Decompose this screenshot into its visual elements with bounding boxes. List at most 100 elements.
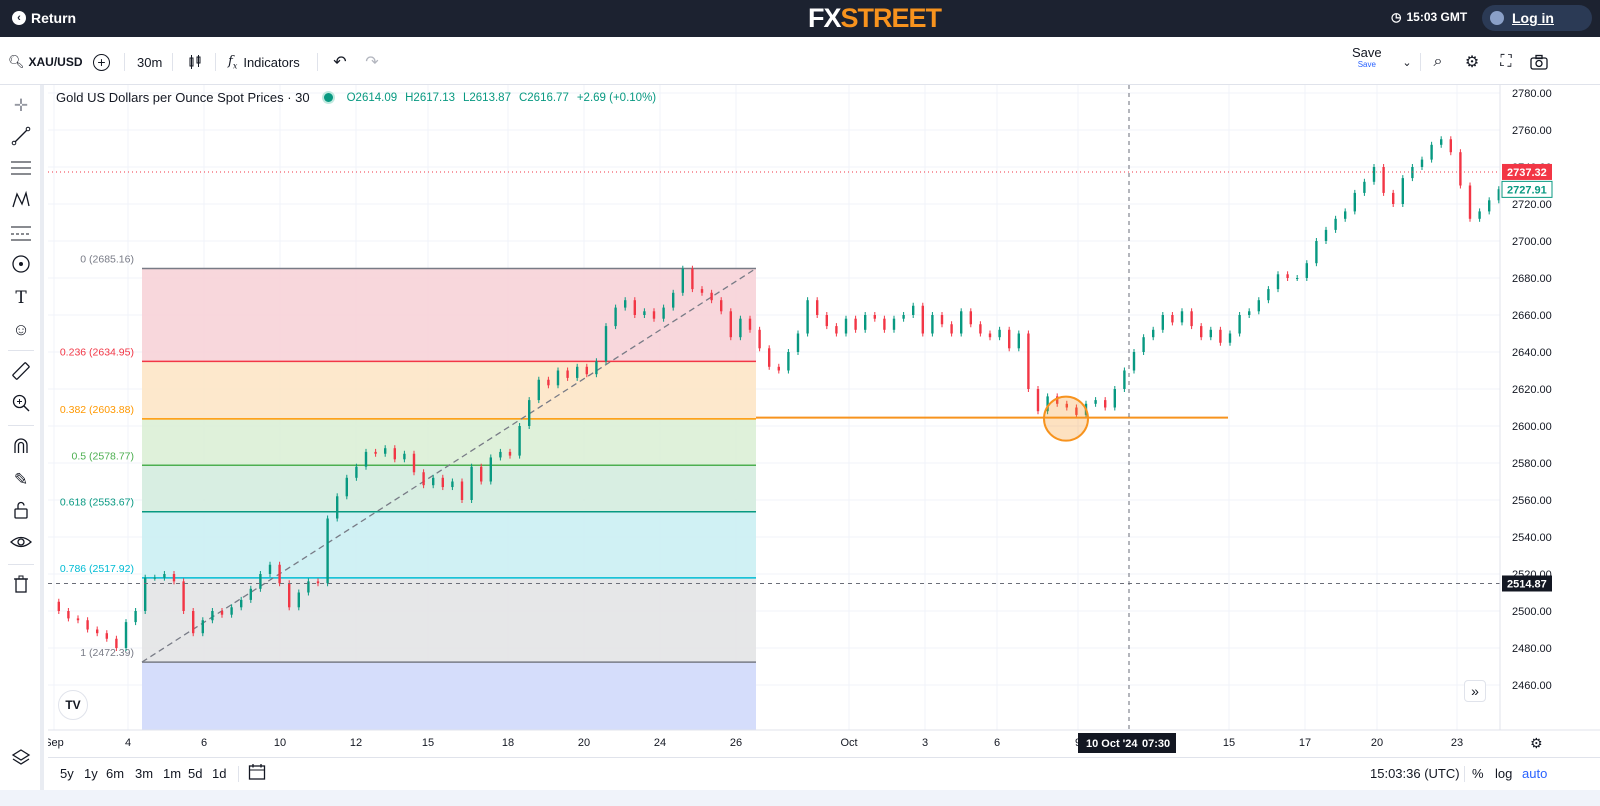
- candle-body: [499, 451, 502, 458]
- candle-body: [873, 315, 876, 319]
- percent-scale-toggle[interactable]: %: [1472, 766, 1484, 781]
- candle-body: [316, 581, 320, 584]
- drawing-toolbar: ✛ T ☺ ✎: [0, 85, 44, 790]
- candle-body: [739, 318, 742, 338]
- range-1m[interactable]: 1m: [163, 766, 182, 781]
- trend-line-tool[interactable]: [8, 125, 34, 151]
- x-tick-label: Sep: [48, 737, 64, 749]
- function-icon: fx: [228, 53, 238, 71]
- range-5y[interactable]: 5y: [60, 766, 74, 781]
- stay-drawing-tool[interactable]: ✎: [8, 467, 34, 493]
- fullscreen-button[interactable]: ⛶: [1496, 51, 1516, 73]
- candle-body: [748, 318, 752, 330]
- x-tick-label: Oct: [840, 737, 857, 749]
- timezone-button[interactable]: 15:03:36 (UTC): [1370, 766, 1460, 781]
- fib-retracement[interactable]: 0 (2685.16) 0.236 (2634.95) 0.382 (2603.88…: [60, 253, 757, 730]
- save-options-dropdown[interactable]: ⌄: [1397, 51, 1417, 73]
- range-6m[interactable]: 6m: [106, 766, 125, 781]
- measure-tool[interactable]: [8, 360, 34, 386]
- smiley-icon: ☺: [12, 320, 30, 339]
- y-tick-label: 2720.00: [1512, 199, 1552, 211]
- zoom-tool[interactable]: [8, 392, 34, 418]
- pattern-tool[interactable]: [8, 189, 34, 215]
- price-chart[interactable]: 0 (2685.16) 0.236 (2634.95) 0.382 (2603.88…: [48, 85, 1600, 755]
- save-button[interactable]: Save Save: [1352, 45, 1382, 69]
- y-tick-label: 2540.00: [1512, 532, 1552, 544]
- candle-body: [768, 348, 771, 367]
- emoji-tool[interactable]: ☺: [8, 317, 34, 343]
- screenshot-button[interactable]: [1529, 51, 1549, 73]
- unlock-icon: [12, 500, 30, 525]
- fib-level-label: 0.786 (2517.92): [60, 563, 134, 575]
- crosshair-tool[interactable]: ✛: [8, 93, 34, 119]
- quick-search-button[interactable]: ⌕: [1428, 51, 1448, 73]
- text-tool[interactable]: T: [8, 285, 34, 311]
- y-tick-label: 2600.00: [1512, 421, 1552, 433]
- go-to-date-button[interactable]: [248, 763, 266, 784]
- crosshair-time-tag: [1078, 733, 1176, 753]
- range-1d[interactable]: 1d: [212, 766, 227, 781]
- auto-scale-toggle[interactable]: auto: [1522, 766, 1548, 781]
- candle-body: [364, 451, 368, 467]
- fib-band: [142, 577, 756, 663]
- magnet-tool[interactable]: [8, 435, 34, 461]
- trend-line-icon: [11, 126, 31, 151]
- candle-body: [144, 577, 147, 611]
- time-axis[interactable]: Sep4610121518202426Oct3691517202310 Oct …: [48, 729, 1600, 753]
- brush-circle-icon: [11, 254, 31, 279]
- market-status-icon: [323, 93, 333, 102]
- log-scale-toggle[interactable]: log: [1495, 766, 1513, 781]
- remove-drawings-tool[interactable]: [8, 573, 34, 599]
- price-tag: [1502, 163, 1552, 180]
- hide-drawings-tool[interactable]: [8, 531, 34, 557]
- symbol-search-button[interactable]: 🔍︎ XAU/USD: [8, 54, 83, 69]
- candle-body: [700, 289, 704, 293]
- fib-level-label: 0.236 (2634.95): [60, 346, 134, 358]
- range-5d[interactable]: 5d: [188, 766, 203, 781]
- candle-body: [1296, 278, 1299, 279]
- settings-button[interactable]: ⚙︎: [1462, 51, 1482, 73]
- candle-body: [1449, 139, 1452, 153]
- fib-band: [142, 361, 756, 419]
- toolbar-divider: [1420, 53, 1421, 71]
- x-tick-label: 12: [350, 737, 362, 749]
- tradingview-logo[interactable]: TV: [58, 690, 88, 720]
- scroll-to-realtime-button[interactable]: »: [1464, 680, 1486, 702]
- candle-body: [844, 318, 848, 334]
- candle-body: [67, 611, 70, 619]
- forecasting-tool[interactable]: [8, 221, 34, 247]
- range-1y[interactable]: 1y: [84, 766, 98, 781]
- redo-button[interactable]: ↷: [362, 51, 382, 73]
- range-3m[interactable]: 3m: [135, 766, 154, 781]
- shapes-tool[interactable]: [8, 253, 34, 279]
- candle-body: [1248, 311, 1251, 315]
- price-axis[interactable]: 2460.002480.002500.002520.002540.002560.…: [1499, 85, 1553, 730]
- candle-body: [672, 292, 675, 308]
- eye-icon: [10, 533, 32, 556]
- return-button[interactable]: ‹ Return: [12, 8, 76, 28]
- ohlc-high: H2617.13: [405, 91, 455, 104]
- compare-symbol-button[interactable]: +: [93, 51, 110, 73]
- candle-body: [604, 326, 608, 362]
- chart-type-button[interactable]: [185, 51, 205, 73]
- fib-retracement-tool[interactable]: [8, 157, 34, 183]
- y-tick-label: 2500.00: [1512, 606, 1552, 618]
- undo-button[interactable]: ↶: [330, 51, 350, 73]
- back-arrow-icon: ‹: [12, 11, 26, 25]
- object-tree-tool[interactable]: [8, 747, 34, 773]
- calendar-icon: [248, 764, 266, 784]
- login-button[interactable]: Log in: [1482, 5, 1592, 31]
- y-tick-label: 2780.00: [1512, 88, 1552, 100]
- crosshair-time-label: 07:30: [1142, 738, 1170, 750]
- pencil-lock-icon: ✎: [13, 470, 29, 489]
- lock-drawings-tool[interactable]: [8, 499, 34, 525]
- fib-lines-icon: [10, 158, 32, 183]
- candle-body: [652, 311, 656, 319]
- candle-body: [758, 329, 761, 349]
- fxstreet-logo[interactable]: FXSTREET: [808, 3, 942, 33]
- interval-button[interactable]: 30m: [137, 54, 163, 70]
- candle-body: [451, 481, 454, 488]
- toolbar-divider: [1464, 766, 1465, 782]
- indicators-button[interactable]: fx Indicators: [228, 53, 300, 71]
- candle-body: [288, 583, 291, 608]
